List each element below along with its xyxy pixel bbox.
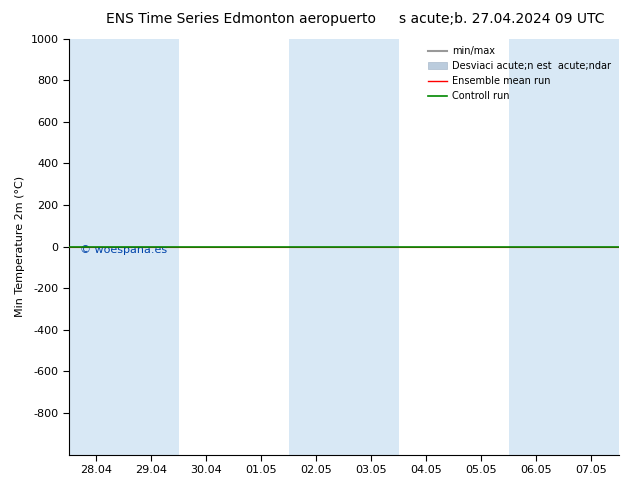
Text: ENS Time Series Edmonton aeropuerto: ENS Time Series Edmonton aeropuerto bbox=[106, 12, 376, 26]
Y-axis label: Min Temperature 2m (°C): Min Temperature 2m (°C) bbox=[15, 176, 25, 317]
Legend: min/max, Desviaci acute;n est  acute;ndar, Ensemble mean run, Controll run: min/max, Desviaci acute;n est acute;ndar… bbox=[425, 44, 614, 104]
Text: © woespana.es: © woespana.es bbox=[80, 245, 167, 255]
Bar bbox=[124, 39, 179, 455]
Bar bbox=[509, 39, 564, 455]
Bar bbox=[564, 39, 619, 455]
Bar bbox=[289, 39, 344, 455]
Bar bbox=[344, 39, 399, 455]
Text: s acute;b. 27.04.2024 09 UTC: s acute;b. 27.04.2024 09 UTC bbox=[399, 12, 605, 26]
Bar bbox=[69, 39, 124, 455]
